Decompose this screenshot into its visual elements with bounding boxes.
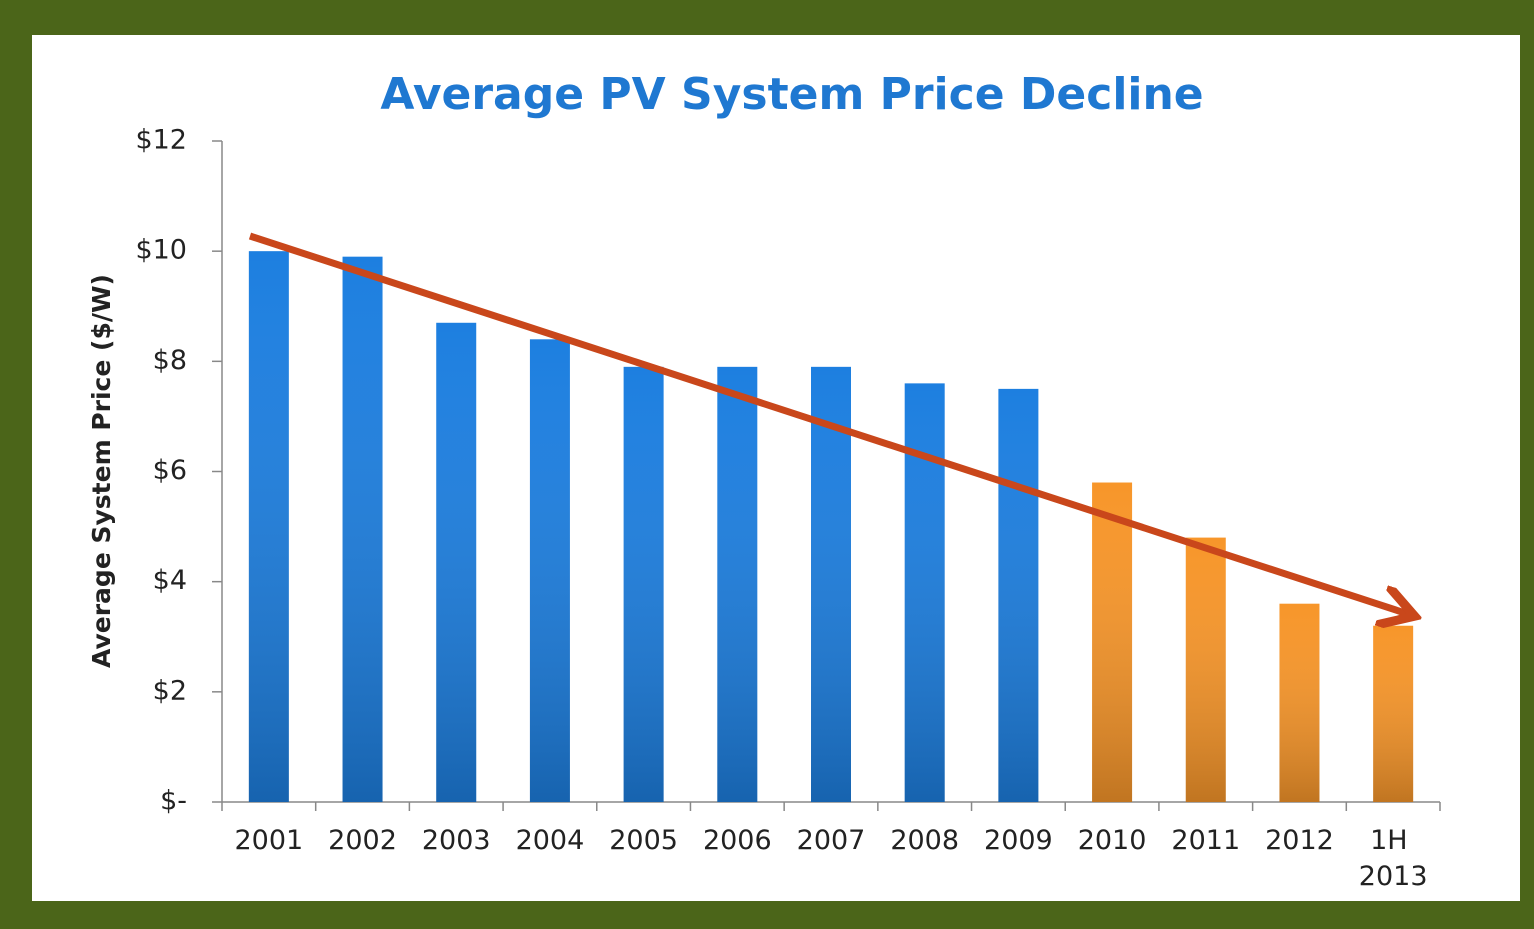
y-tick-label: $4 bbox=[153, 565, 187, 596]
x-tick-label: 2010 bbox=[1078, 825, 1147, 856]
bar-shade bbox=[342, 256, 383, 802]
x-tick-label: 2006 bbox=[703, 825, 772, 856]
x-tick-label: 2001 bbox=[234, 825, 303, 856]
bar-shade bbox=[248, 251, 289, 802]
bar-shade bbox=[623, 366, 664, 802]
x-tick-label: 2011 bbox=[1171, 825, 1240, 856]
x-tick-label: 2002 bbox=[328, 825, 397, 856]
x-tick-label: 1H 2013 bbox=[1359, 825, 1428, 892]
bar-shade bbox=[717, 366, 758, 802]
x-tick-label: 2008 bbox=[890, 825, 959, 856]
y-tick-label: $2 bbox=[153, 675, 187, 706]
y-tick-label: $8 bbox=[153, 345, 187, 376]
bar-shade bbox=[1092, 482, 1133, 802]
bar-shade bbox=[529, 339, 570, 802]
bar-shade bbox=[1279, 603, 1320, 802]
x-tick-label: 2012 bbox=[1265, 825, 1334, 856]
y-axis-label: Average System Price ($/W) bbox=[87, 274, 116, 668]
bar-shade bbox=[904, 383, 945, 802]
bar-shade bbox=[998, 388, 1039, 802]
bar-shade bbox=[1373, 625, 1414, 802]
x-tick-label: 2005 bbox=[609, 825, 678, 856]
y-tick-label: $- bbox=[160, 786, 187, 817]
bar-shade bbox=[811, 366, 851, 802]
x-tick-label: 2003 bbox=[422, 825, 491, 856]
marks: $- $2 $4 $6 $8 $10 $12 2001 2002 2003 2004 2005 2006… bbox=[135, 125, 1441, 892]
x-tick-label: 2004 bbox=[516, 825, 585, 856]
y-tick-label: $12 bbox=[135, 125, 187, 156]
y-tick-label: $6 bbox=[153, 455, 187, 486]
trend-arrow bbox=[248, 232, 1408, 614]
y-tick-label: $10 bbox=[135, 235, 187, 266]
x-tick-label: 2009 bbox=[984, 825, 1053, 856]
bar-shade bbox=[1185, 537, 1226, 802]
chart-title: Average PV System Price Decline bbox=[380, 69, 1203, 120]
x-tick-label: 2007 bbox=[797, 825, 866, 856]
bar-shade bbox=[436, 322, 477, 802]
